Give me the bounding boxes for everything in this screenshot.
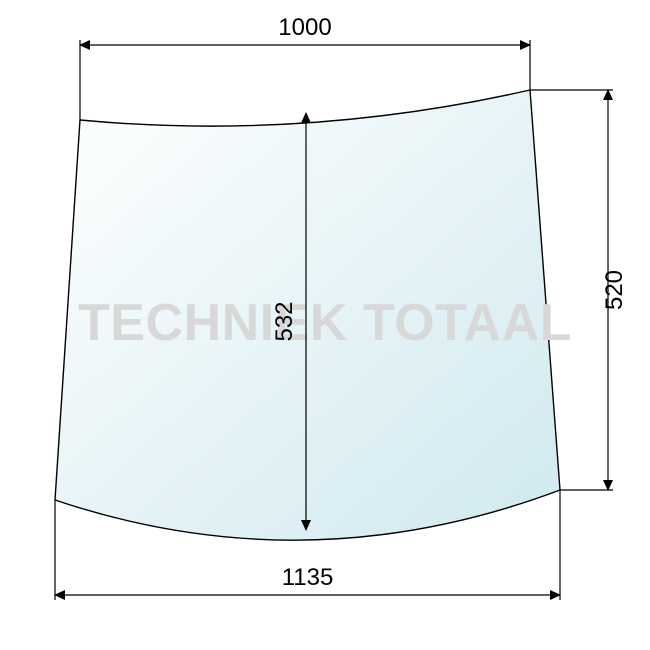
dim-bottom-label: 1135 xyxy=(282,564,334,591)
watermark-text: TECHNIEK TOTAAL xyxy=(78,294,572,352)
dim-center-label: 532 xyxy=(271,301,298,341)
dim-right-label: 520 xyxy=(601,270,628,310)
technical-drawing: TECHNIEK TOTAAL 1000 1135 520 532 xyxy=(0,0,650,650)
dim-top-label: 1000 xyxy=(278,14,331,41)
